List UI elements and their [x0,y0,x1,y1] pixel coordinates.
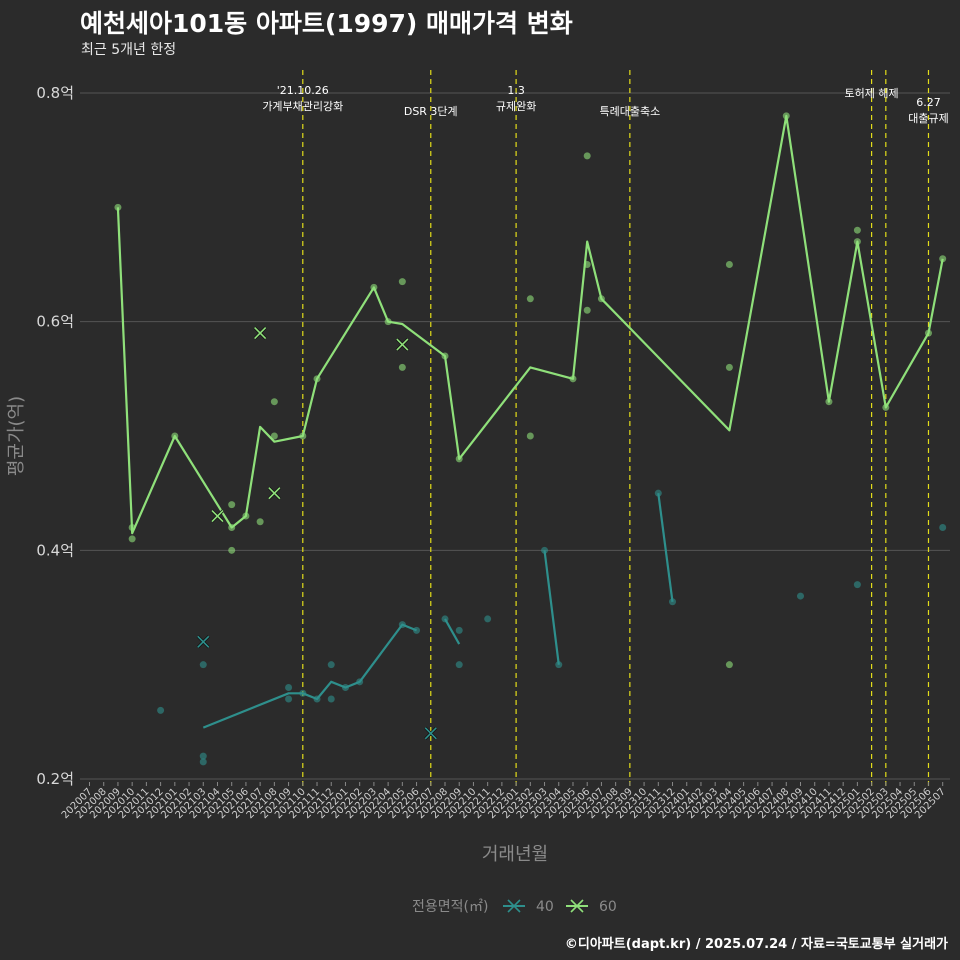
data-point-60 [526,432,534,440]
event-label: 토허제 해제 [845,86,899,100]
chart-subtitle: 최근 5개년 한정 [81,42,177,58]
data-point-60 [128,535,136,543]
cross-marker-60 [395,337,409,352]
legend-item-40: 40 [503,899,554,915]
event-label: 6.27 [916,96,941,109]
cross-stroke [424,727,437,740]
event-label: '21.10.26 [277,84,329,97]
data-point-60 [939,255,947,263]
y-tick-label: 0.2억 [36,770,74,788]
data-point-60 [725,261,733,268]
data-point-40 [199,758,207,766]
data-point-40 [797,592,804,600]
x-tick-labels: 2020072020082020092020102020112020122021… [60,782,948,821]
event-label: 대출규제 [908,112,948,125]
data-point-60 [725,363,733,371]
data-point-40 [327,695,335,703]
x-axis-title: 거래년월 [482,844,548,865]
legend-item-60: 60 [566,899,617,915]
y-tick-label: 0.6억 [36,313,74,331]
data-point-60 [270,432,278,440]
data-point-60 [583,306,591,314]
series-line-40 [657,493,674,602]
series-line-40 [444,618,461,645]
cross-stroke [197,635,210,648]
data-point-60 [398,278,406,286]
data-point-40 [939,523,947,531]
y-axis-title: 평균가(억) [6,396,27,476]
grid-layer [80,92,950,780]
cross-marker-60 [253,326,267,340]
data-point-60 [256,518,264,526]
y-tick-labels: 0.2억 0.4억 0.6억 0.8억 [36,84,74,788]
cross-marker-40 [424,726,438,740]
cross-stroke [254,327,267,340]
legend: 전용면적(㎡) 40 60 [412,899,617,915]
data-point-40 [327,661,335,669]
legend-label: 60 [599,899,617,915]
data-point-60 [228,546,236,554]
source-caption: ©디아파트(dapt.kr) / 2025.07.24 / 자료=국토교통부 실… [564,937,948,952]
data-point-60 [228,501,236,509]
event-label: 특례대출축소 [599,105,660,118]
data-point-40 [285,695,293,703]
data-point-40 [157,706,165,714]
event-label: 규제완화 [496,100,536,113]
legend-title: 전용면적(㎡) [412,899,488,915]
data-point-60 [270,398,278,406]
data-point-40 [654,489,662,497]
series-line-60 [116,114,944,535]
data-point-40 [285,684,293,692]
data-point-40 [455,626,463,634]
event-label: DSR 3단계 [404,105,458,118]
data-point-40 [199,752,207,760]
legend-label: 40 [536,899,554,915]
event-label: 1.3 [507,84,525,97]
cross-marker-60 [210,509,225,523]
legend-cross [570,899,584,913]
event-label: 가계부채관리강화 [262,100,343,113]
y-tick-label: 0.8억 [36,84,74,102]
data-point-40 [484,615,492,623]
data-point-60 [398,363,406,371]
data-point-40 [853,581,861,589]
data-point-60 [853,226,861,234]
cross-stroke [268,487,281,500]
data-point-60 [526,295,534,303]
y-tick-label: 0.4억 [36,541,74,559]
event-layer: '21.10.26 가계부채관리강화 DSR 3단계 1.3 규제완화 특례대출축소 토허제… [262,70,949,790]
cross-stroke [396,338,409,351]
cross-marker-60 [267,486,281,500]
cross-marker-40 [196,635,210,649]
data-point-40 [455,661,463,669]
series-layer [114,112,947,766]
series-line-40 [202,623,418,729]
data-point-60 [725,661,733,669]
data-point-60 [583,152,591,160]
data-point-40 [199,661,207,669]
chart-title: 예천세아101동 아파트(1997) 매매가격 변화 [80,9,573,38]
legend-cross [507,899,521,913]
cross-stroke [211,509,224,523]
series-line-40 [543,550,560,665]
